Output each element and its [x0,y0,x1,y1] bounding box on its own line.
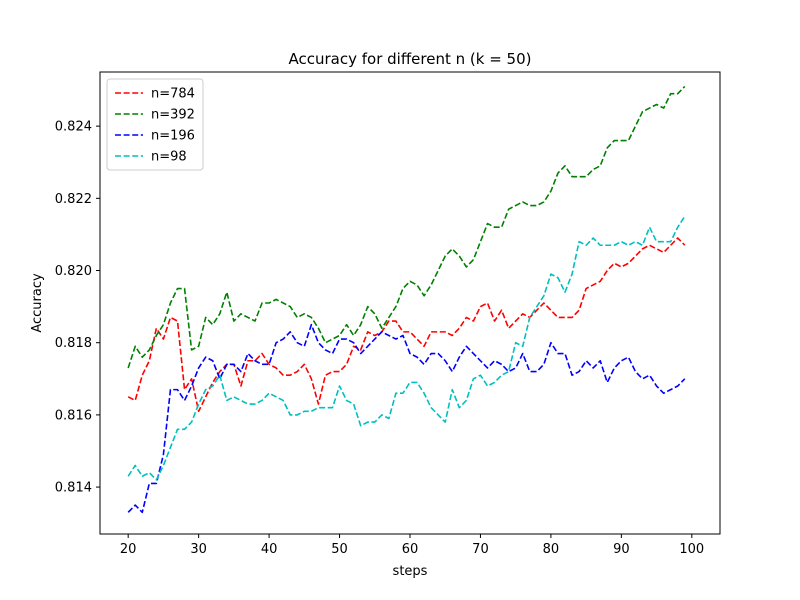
y-tick-label: 0.814 [55,481,92,496]
chart-title: Accuracy for different n (k = 50) [289,50,532,68]
axes: 20 30 40 50 60 70 80 90 100 0.814 0.816 0.818 0.820 0… [55,71,721,557]
x-tick-label: 90 [613,542,630,557]
legend-label: n=98 [151,150,187,165]
legend: n=784 n=392 n=196 n=98 [106,78,204,171]
legend-label: n=196 [151,129,195,144]
y-axis-label: Accuracy [30,273,45,333]
series-line-n-784 [127,237,686,413]
legend-label: n=784 [151,87,195,102]
series-line-n-196 [127,323,686,514]
x-tick-label: 30 [190,542,207,557]
y-tick-label: 0.822 [55,192,92,207]
series-line-n-392 [127,85,686,369]
y-tick-label: 0.820 [55,264,92,279]
y-tick-label: 0.818 [55,336,92,351]
series-line-n-98 [127,215,686,481]
legend-box [106,78,204,171]
legend-label: n=392 [151,108,195,123]
x-axis-label: steps [393,564,428,579]
x-tick-label: 80 [543,542,560,557]
x-tick-label: 20 [120,542,137,557]
x-tick-label: 40 [261,542,278,557]
y-tick-label: 0.816 [55,408,92,423]
y-tick-label: 0.824 [55,120,92,135]
x-tick-label: 60 [402,542,419,557]
x-tick-label: 70 [472,542,489,557]
x-tick-label: 50 [331,542,348,557]
x-tick-label: 100 [679,542,704,557]
plot-area [127,85,686,514]
